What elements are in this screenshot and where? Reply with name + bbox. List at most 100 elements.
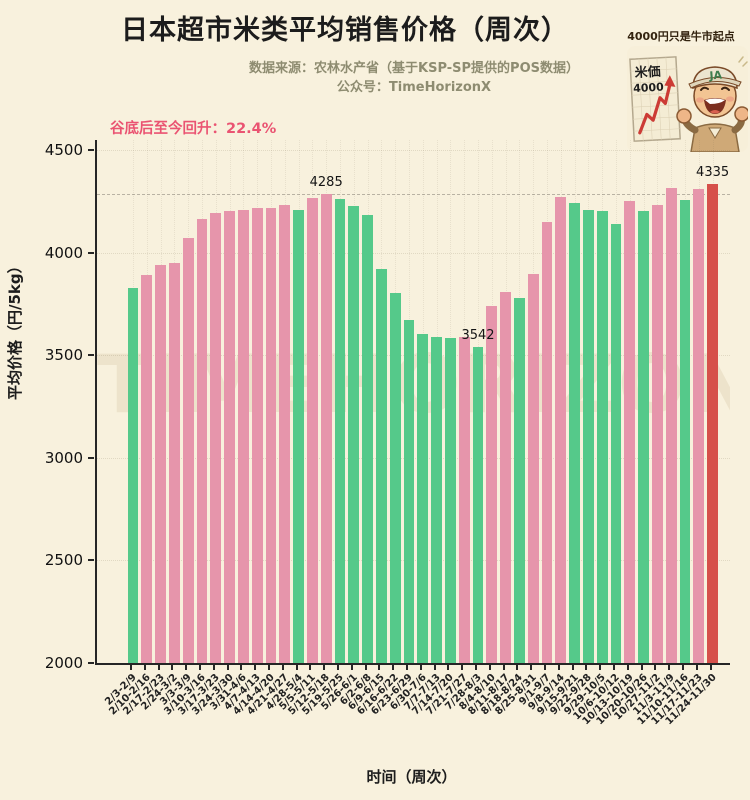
x-tick [281,665,284,670]
x-tick [475,665,477,670]
bar-11/17-11/23 [693,189,705,663]
x-tick [323,665,326,670]
x-tick [613,665,615,670]
bar-9/22-9/28 [583,209,594,663]
bar-9/15-9/21 [569,202,580,663]
gridline-h [97,252,730,254]
x-tick [226,665,229,670]
y-tick-label: 3500 [44,346,83,365]
x-tick [392,665,395,670]
x-tick [488,665,491,670]
x-tick [599,665,602,670]
bar-3/10-3/16 [196,218,208,663]
x-tick [695,665,698,670]
x-tick [240,665,243,670]
bar-2/24-3/2 [169,262,180,663]
x-tick [447,665,450,670]
chart-title: 日本超市米类平均销售价格（周次） [121,15,569,46]
y-tick [88,559,94,562]
x-tick [406,665,408,670]
x-tick [654,665,657,670]
x-tick [433,665,436,670]
bar-2/3-2/9 [127,287,139,663]
y-tick [88,456,94,459]
bar-2/10-2/16 [141,274,153,663]
bar-value-label: 3542 [461,327,495,343]
peak-reference-line [97,194,730,196]
rising-arrow-icon [638,81,672,135]
x-tick [585,665,588,670]
x-tick [461,665,464,670]
bar-9/1-9/7 [541,221,553,663]
bar-3/3-3/9 [182,238,194,663]
bar-10/6-10/12 [610,223,622,663]
x-tick [171,665,174,670]
bar-10/13-10/19 [624,201,636,663]
y-tick [88,251,94,254]
bar-10/27-11/2 [652,205,663,663]
mascot-illustration: 米価 4000 [627,46,750,153]
sign-value-text: 4000 [633,81,665,96]
bar-9/29-10/5 [596,211,608,663]
bar-4/14-4/20 [265,207,277,663]
x-tick [419,665,422,670]
y-tick [88,149,94,152]
x-tick [378,665,381,670]
x-tick [337,665,339,670]
x-tick [682,665,684,670]
bar-7/28-8/3 [472,346,484,663]
x-tick [530,665,533,670]
x-tick [709,665,712,670]
x-tick [350,665,353,670]
cap-ja-text: JA [708,69,723,83]
bar-3/24-3/30 [224,210,235,663]
bar-2/17-2/23 [155,265,166,663]
bar-4/7-4/13 [251,208,263,663]
bar-6/2-6/8 [362,215,373,663]
bar-6/30-7/6 [417,333,429,663]
x-tick [254,665,257,670]
x-tick [502,665,505,670]
x-tick [185,665,188,670]
mascot-caption: 4000円只是牛市起点 [627,30,735,43]
y-tick-label: 4500 [44,141,83,160]
y-tick-label: 3000 [44,448,83,467]
x-tick [640,665,643,670]
x-tick [557,665,560,670]
bar-4/28-5/4 [293,209,304,663]
x-tick [668,665,671,670]
y-tick [88,662,94,664]
y-tick-label: 4000 [44,243,83,262]
bar-6/16-6/22 [389,293,401,663]
bar-8/11-8/17 [500,291,511,663]
x-tick [130,665,132,670]
bar-8/25-8/31 [527,274,539,663]
x-tick [157,665,160,670]
x-tick [143,665,146,670]
x-tick [295,665,298,670]
x-tick [268,665,270,670]
x-tick [309,665,312,670]
x-tick [516,665,519,670]
bar-6/9-6/15 [376,269,387,663]
x-tick [626,665,629,670]
bar-4/21-4/27 [279,205,291,663]
bar-value-label: 4335 [696,165,730,181]
bar-3/31-4/6 [238,209,249,663]
bar-10/20-10/26 [638,210,649,663]
y-axis-title: 平均价格（円/5kg） [6,258,24,400]
mascot-svg: 米価 4000 [629,56,750,153]
y-tick-label: 2000 [44,654,83,672]
rice-price-sign: 米価 4000 [629,56,681,142]
bar-6/23-6/29 [403,320,415,663]
bar-5/26-6/1 [348,205,360,663]
gridline-h [97,150,730,152]
bar-5/5-5/11 [307,197,318,663]
y-tick [88,354,94,357]
account-line: 公众号：TimeHorizonX [336,80,492,95]
farmer-figure: JA [676,56,750,153]
sign-title-text: 米価 [634,64,661,81]
left-fist [676,108,692,124]
